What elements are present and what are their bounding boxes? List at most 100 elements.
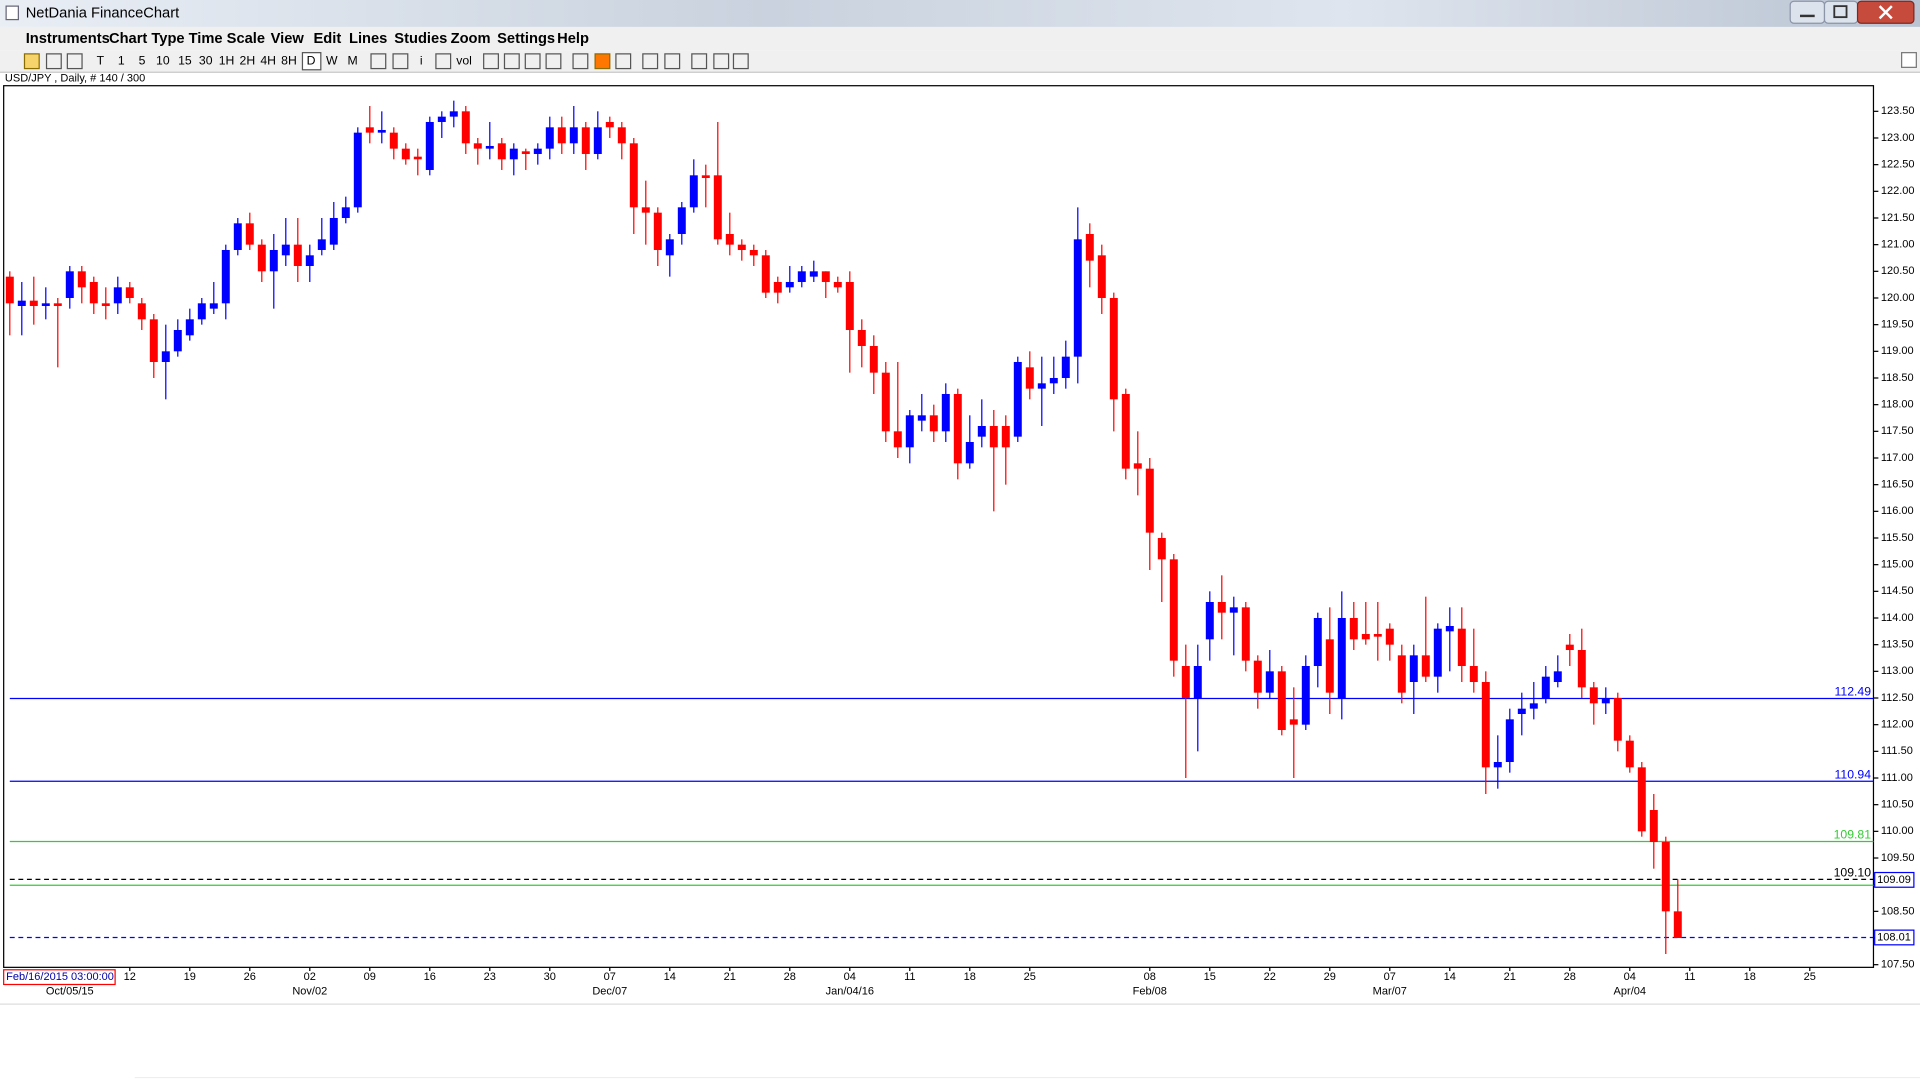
y-tick-label: 123.00 xyxy=(1881,132,1915,144)
x-tick-label: 15 xyxy=(1204,971,1216,983)
x-tick-label: 04 xyxy=(1624,971,1636,983)
toolbar-icon[interactable] xyxy=(370,53,387,70)
instrument-info: USD/JPY , Daily, # 140 / 300 xyxy=(5,72,145,84)
toolbar-button[interactable]: T xyxy=(97,53,105,67)
toolbar-button[interactable]: M xyxy=(348,53,358,67)
candle-body xyxy=(377,129,386,133)
toolbar-button[interactable]: vol xyxy=(456,53,472,67)
candle-body xyxy=(1145,468,1154,533)
maximize-button[interactable] xyxy=(1823,0,1859,24)
line-label: 109.81 xyxy=(1834,828,1872,842)
x-sublabel: Feb/08 xyxy=(1133,986,1167,998)
y-tick-label: 115.00 xyxy=(1881,559,1914,571)
candle-body xyxy=(1493,762,1502,768)
toolbar-button[interactable]: i xyxy=(420,53,423,67)
toolbar-button[interactable]: 5 xyxy=(139,53,146,67)
menu-item[interactable]: Chart Type xyxy=(109,31,185,47)
candle-body xyxy=(1265,671,1274,693)
toolbar-icon[interactable] xyxy=(615,53,632,70)
x-tick-label: 14 xyxy=(664,971,676,983)
toolbar-icon[interactable] xyxy=(732,53,749,70)
menu-item[interactable]: Zoom xyxy=(451,31,491,47)
candle-body xyxy=(497,143,506,160)
x-tick-label: 11 xyxy=(1684,971,1695,983)
plot-frame xyxy=(3,85,1875,968)
minimize-button[interactable] xyxy=(1789,0,1826,24)
candle-body xyxy=(869,345,878,373)
toolbar-icon[interactable] xyxy=(642,53,659,70)
candle-body xyxy=(653,212,662,250)
candle-body xyxy=(1541,676,1550,699)
toolbar-icon[interactable] xyxy=(545,53,562,70)
candle-body xyxy=(809,271,818,277)
panel-toggle[interactable] xyxy=(1901,52,1917,68)
toolbar-button[interactable]: 8H xyxy=(281,53,297,67)
candle-body xyxy=(509,148,518,160)
candle-body xyxy=(665,239,674,256)
toolbar xyxy=(0,50,1920,73)
candle-body xyxy=(773,281,782,293)
candle-body xyxy=(1589,687,1598,704)
candle-body xyxy=(917,415,926,421)
candle-body xyxy=(29,300,38,306)
candle-body xyxy=(881,372,890,432)
toolbar-icon[interactable] xyxy=(483,53,499,70)
toolbar-icon[interactable] xyxy=(594,53,611,70)
toolbar-icon[interactable] xyxy=(664,53,681,70)
candle-body xyxy=(1613,698,1622,741)
x-tick-label: 21 xyxy=(724,971,736,983)
candle-body xyxy=(569,127,578,144)
candle-body xyxy=(1313,618,1322,667)
toolbar-icon[interactable] xyxy=(23,53,40,70)
candle-body xyxy=(1157,537,1166,560)
title-bar xyxy=(0,0,1920,27)
candle-body xyxy=(1109,297,1118,400)
toolbar-icon[interactable] xyxy=(524,53,541,70)
toolbar-button[interactable]: 15 xyxy=(178,53,192,67)
toolbar-button[interactable]: 10 xyxy=(156,53,170,67)
candle-body xyxy=(293,244,302,266)
candle-body xyxy=(737,244,746,250)
candle-body xyxy=(89,281,98,304)
menu-item[interactable]: Edit xyxy=(313,31,341,47)
x-tick-label: 18 xyxy=(964,971,976,983)
toolbar-button[interactable]: 1 xyxy=(118,53,125,67)
candle-body xyxy=(845,281,854,330)
candle-body xyxy=(1601,698,1610,704)
candle-body xyxy=(17,300,26,306)
toolbar-icon[interactable] xyxy=(66,53,83,70)
candle-body xyxy=(185,319,194,336)
x-tick-label: 04 xyxy=(844,971,856,983)
toolbar-button[interactable]: 4H xyxy=(260,53,276,67)
toolbar-icon[interactable] xyxy=(45,53,62,70)
candle-body xyxy=(1241,607,1250,661)
y-tick-label: 119.00 xyxy=(1881,345,1914,357)
candle-body xyxy=(197,303,206,320)
menu-item[interactable]: View xyxy=(271,31,305,47)
menu-item[interactable]: Lines xyxy=(349,31,387,47)
candle-body xyxy=(713,175,722,240)
candle-body xyxy=(617,127,626,144)
menu-item[interactable]: Studies xyxy=(394,31,447,47)
candle-body xyxy=(1529,703,1538,709)
toolbar-button[interactable]: W xyxy=(326,53,338,67)
menu-item[interactable]: Settings xyxy=(497,31,555,47)
toolbar-icon[interactable] xyxy=(392,53,409,70)
candle-body xyxy=(365,127,374,133)
toolbar-icon[interactable] xyxy=(691,53,708,70)
menu-item[interactable]: Help xyxy=(557,31,589,47)
menu-item[interactable]: Instruments xyxy=(26,31,110,47)
toolbar-button[interactable]: 1H xyxy=(219,53,235,67)
toolbar-button[interactable]: 2H xyxy=(240,53,256,67)
menu-item[interactable]: Time Scale xyxy=(189,31,265,47)
candle-body xyxy=(521,151,530,154)
toolbar-icon[interactable] xyxy=(503,53,520,70)
toolbar-button[interactable]: 30 xyxy=(199,53,213,67)
toolbar-icon[interactable] xyxy=(713,53,730,70)
toolbar-icon[interactable] xyxy=(572,53,589,70)
toolbar-icon[interactable] xyxy=(435,53,452,70)
toolbar-selected xyxy=(301,52,322,71)
toolbar-button[interactable]: D xyxy=(307,53,316,67)
candle-body xyxy=(1325,639,1334,693)
x-tick-label: 18 xyxy=(1744,971,1756,983)
